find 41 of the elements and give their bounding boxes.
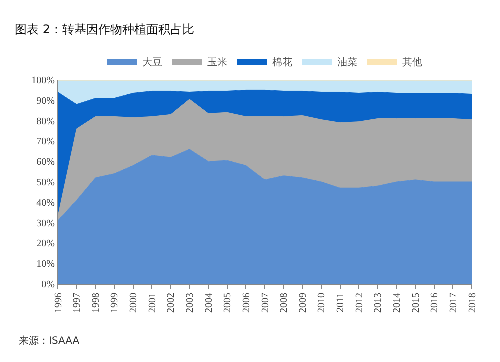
x-tick-label: 2018	[467, 293, 478, 313]
y-tick-label: 30%	[36, 218, 55, 230]
y-tick-label: 0%	[42, 280, 55, 290]
y-tick-label: 60%	[36, 157, 55, 168]
x-tick-label: 1996	[53, 293, 64, 313]
x-tick-label: 2005	[222, 293, 234, 313]
legend-label: 玉米	[208, 56, 228, 68]
x-tick-label: 1998	[90, 293, 102, 313]
x-tick-label: 2013	[373, 293, 384, 313]
x-tick-label: 2009	[298, 293, 309, 313]
x-tick-label: 2008	[279, 293, 290, 313]
x-tick-label: 2001	[147, 293, 158, 313]
y-tick-label: 40%	[36, 198, 55, 209]
legend-label: 大豆	[142, 56, 162, 68]
legend-label: 油菜	[338, 56, 358, 68]
x-tick-label: 2007	[260, 293, 272, 313]
y-tick-label: 100%	[32, 76, 55, 86]
x-tick-label: 1997	[72, 293, 84, 313]
x-tick-label: 2002	[166, 293, 178, 313]
y-tick-label: 50%	[36, 178, 55, 188]
x-tick-label: 2006	[241, 293, 252, 313]
source-note: 来源：ISAAA	[19, 335, 80, 347]
x-tick-label: 2017	[448, 293, 460, 313]
legend-label: 棉花	[272, 56, 292, 68]
legend-label: 其他	[402, 56, 422, 68]
y-tick-label: 10%	[36, 259, 55, 270]
chart-title: 图表 2：转基因作物种植面积占比	[15, 22, 194, 37]
x-tick-label: 1999	[110, 293, 121, 313]
y-tick-label: 20%	[36, 238, 55, 250]
x-tick-label: 2016	[430, 293, 441, 313]
x-tick-label: 2010	[316, 293, 328, 313]
y-tick-label: 70%	[36, 136, 55, 148]
y-tick-label: 80%	[36, 116, 55, 128]
x-tick-label: 2012	[354, 293, 366, 313]
x-tick-label: 2011	[336, 293, 347, 313]
x-tick-label: 2004	[204, 293, 215, 313]
x-tick-label: 2003	[184, 293, 196, 313]
y-tick-label: 90%	[36, 96, 55, 107]
x-tick-label: 2014	[392, 293, 403, 313]
x-tick-label: 2000	[128, 293, 140, 313]
x-tick-label: 2015	[410, 293, 422, 313]
